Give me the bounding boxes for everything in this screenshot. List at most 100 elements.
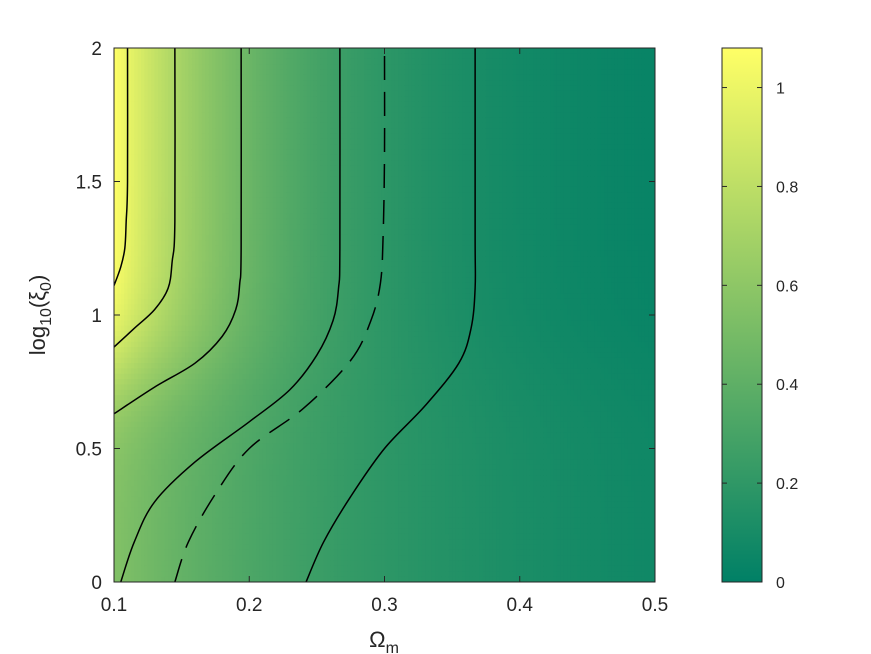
heatmap-cell — [114, 229, 118, 236]
heatmap-cell — [130, 491, 135, 498]
heatmap-cell — [154, 475, 159, 482]
heatmap-cell — [178, 357, 183, 364]
heatmap-cell — [171, 261, 176, 268]
heatmap-cell — [120, 85, 125, 92]
heatmap-cell — [205, 528, 210, 535]
heatmap-cell — [154, 309, 159, 316]
heatmap-cell — [178, 528, 183, 535]
heatmap-cell — [157, 85, 162, 92]
heatmap-cell — [178, 149, 183, 156]
heatmap-cell — [174, 432, 179, 439]
heatmap-cell — [205, 53, 210, 60]
heatmap-cell — [262, 101, 267, 108]
heatmap-cell — [205, 202, 210, 209]
heatmap-cell — [174, 112, 179, 119]
heatmap-cell — [157, 213, 162, 220]
heatmap-cell — [157, 320, 162, 327]
heatmap-cell — [168, 224, 173, 231]
heatmap-cell — [171, 197, 176, 204]
heatmap-cell — [124, 357, 129, 364]
heatmap-cell — [130, 523, 135, 530]
heatmap-cell — [164, 245, 169, 252]
heatmap-cell — [147, 101, 152, 108]
heatmap-cell — [232, 373, 237, 380]
heatmap-cell — [117, 480, 122, 487]
heatmap-cell — [174, 234, 179, 241]
heatmap-cell — [171, 544, 176, 551]
heatmap-cell — [117, 539, 122, 546]
heatmap-cell — [124, 165, 129, 172]
heatmap-cell — [130, 298, 135, 305]
heatmap-cell — [144, 443, 149, 450]
heatmap-cell — [164, 453, 169, 460]
heatmap-cell — [124, 512, 129, 519]
heatmap-cell — [232, 181, 237, 188]
heatmap-cell — [164, 293, 169, 300]
heatmap-cell — [168, 213, 173, 220]
heatmap-cell — [114, 427, 118, 434]
heatmap-cell — [137, 453, 142, 460]
heatmap-cell — [124, 80, 129, 86]
heatmap-cell — [168, 58, 173, 65]
heatmap-cell — [114, 395, 118, 402]
heatmap-cell — [205, 357, 210, 364]
heatmap-cell — [114, 496, 118, 503]
heatmap-cell — [151, 347, 156, 353]
heatmap-cell — [124, 277, 129, 284]
heatmap-cell — [171, 165, 176, 172]
heatmap-cell — [181, 128, 186, 135]
heatmap-cell — [124, 400, 129, 407]
heatmap-cell — [130, 64, 135, 70]
heatmap-cell — [161, 213, 166, 220]
heatmap-cell — [130, 480, 135, 487]
heatmap-cell — [117, 197, 122, 204]
heatmap-cell — [181, 144, 186, 151]
heatmap-cell — [130, 512, 135, 519]
heatmap-cell — [174, 400, 179, 407]
heatmap-cell — [171, 363, 176, 369]
heatmap-cell — [161, 437, 166, 444]
heatmap-cell — [151, 117, 156, 124]
heatmap-cell — [144, 149, 149, 156]
heatmap-cell — [137, 272, 142, 279]
heatmap-cell — [151, 363, 156, 369]
heatmap-cell — [141, 277, 146, 284]
heatmap-cell — [147, 325, 152, 332]
heatmap-cell — [124, 576, 129, 582]
heatmap-cell — [114, 240, 118, 247]
heatmap-cell — [137, 245, 142, 252]
heatmap-cell — [124, 53, 129, 60]
heatmap-cell — [171, 90, 176, 97]
heatmap-cell — [161, 298, 166, 305]
heatmap-cell — [144, 565, 149, 572]
heatmap-cell — [141, 464, 146, 471]
heatmap-cell — [134, 282, 139, 289]
heatmap-cell — [151, 533, 156, 540]
heatmap-cell — [137, 368, 142, 375]
heatmap-cell — [174, 336, 179, 343]
heatmap-cell — [114, 197, 118, 204]
heatmap-cell — [124, 336, 129, 343]
heatmap-cell — [174, 272, 179, 279]
heatmap-cell — [164, 176, 169, 183]
heatmap-cell — [120, 192, 125, 199]
heatmap-cell — [130, 218, 135, 225]
heatmap-cell — [114, 170, 118, 177]
heatmap-cell — [168, 533, 173, 540]
heatmap-cell — [137, 69, 142, 76]
heatmap-cell — [262, 293, 267, 300]
heatmap-cell — [134, 58, 139, 65]
heatmap-cell — [161, 304, 166, 311]
heatmap-cell — [262, 549, 267, 556]
heatmap-cell — [151, 496, 156, 503]
heatmap-cell — [137, 331, 142, 337]
heatmap-cell — [174, 560, 179, 567]
heatmap-cell — [144, 106, 149, 113]
heatmap-cell — [147, 496, 152, 503]
heatmap-cell — [171, 400, 176, 407]
heatmap-cell — [171, 106, 176, 113]
heatmap-cell — [130, 448, 135, 455]
heatmap-cell — [117, 245, 122, 252]
heatmap-cell — [232, 475, 237, 482]
heatmap-cell — [205, 336, 210, 343]
